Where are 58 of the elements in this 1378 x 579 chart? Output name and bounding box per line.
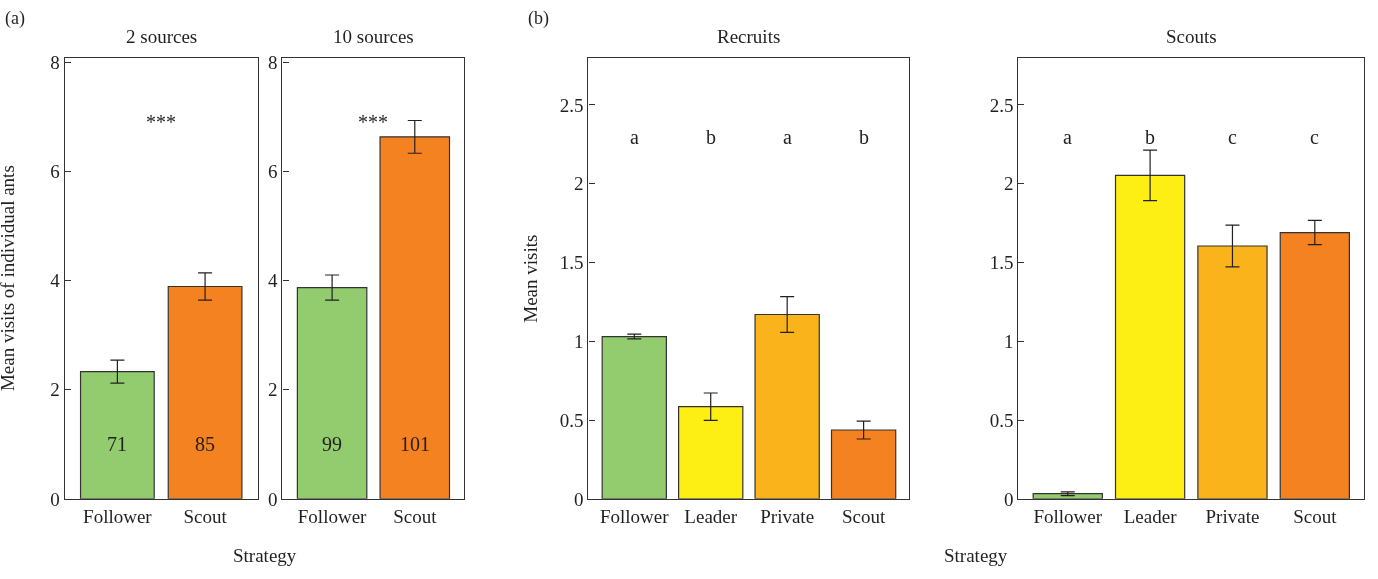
annotation: 101 xyxy=(400,433,430,455)
y-tick-label: 2 xyxy=(268,379,278,401)
x-tick-label: Scout xyxy=(393,505,438,527)
y-tick-label: 0 xyxy=(268,488,278,510)
x-tick-label: Follower xyxy=(1033,505,1103,527)
chart-title: 2 sources xyxy=(126,26,198,47)
annotation: b xyxy=(706,126,716,148)
annotation: b xyxy=(1145,126,1155,148)
y-tick-label: 0.5 xyxy=(559,409,584,431)
y-tick-label: 2 xyxy=(50,379,60,401)
y-tick-label: 1.5 xyxy=(989,252,1014,274)
text: (a) xyxy=(5,8,25,29)
annotation: 85 xyxy=(195,433,215,455)
chart-title: 10 sources xyxy=(333,26,414,47)
y-tick-label: 4 xyxy=(268,270,279,292)
y-tick-label: 2 xyxy=(574,173,584,195)
x-axis-title: Strategy xyxy=(944,545,1008,566)
annotation: a xyxy=(1063,126,1072,148)
x-tick-label: Follower xyxy=(599,505,670,527)
y-tick-label: 8 xyxy=(50,51,60,73)
x-tick-label: Follower xyxy=(297,505,368,527)
y-axis-title: Mean visits xyxy=(520,234,542,323)
y-tick-label: 6 xyxy=(268,160,278,182)
y-tick-label: 0.5 xyxy=(989,409,1014,431)
y-tick-label: 2.5 xyxy=(989,94,1014,116)
x-tick-label: Scout xyxy=(841,505,886,527)
y-tick-label: 2 xyxy=(1003,173,1014,195)
annotation: b xyxy=(859,126,869,148)
annotation: 71 xyxy=(107,433,127,455)
y-tick-label: 1 xyxy=(1003,330,1014,352)
x-tick-label: Private xyxy=(760,505,815,527)
annotation: a xyxy=(630,126,639,148)
y-tick-label: 0 xyxy=(1003,488,1014,510)
annotation: c xyxy=(1228,126,1237,148)
x-tick-label: Private xyxy=(1205,505,1260,527)
x-tick-label: Leader xyxy=(1123,505,1178,527)
y-tick-label: 8 xyxy=(268,51,278,73)
x-axis-title: Strategy xyxy=(233,545,297,566)
annotation: *** xyxy=(146,111,176,133)
y-tick-label: 2.5 xyxy=(559,94,584,116)
x-tick-label: Leader xyxy=(684,505,738,527)
annotation: *** xyxy=(358,111,388,133)
annotation: c xyxy=(1310,126,1319,148)
text: (b) xyxy=(528,8,549,29)
y-tick-label: 1.5 xyxy=(559,252,584,274)
y-axis-title: Mean visits of individual ants xyxy=(0,165,18,392)
y-tick-label: 0 xyxy=(574,488,584,510)
y-tick-label: 1 xyxy=(574,330,584,352)
x-tick-label: Follower xyxy=(83,505,153,527)
y-tick-label: 6 xyxy=(50,160,60,182)
chart-title: Recruits xyxy=(717,26,781,47)
y-tick-label: 4 xyxy=(50,270,61,292)
annotation: a xyxy=(783,126,792,148)
y-tick-label: 0 xyxy=(50,488,60,510)
annotation: 99 xyxy=(322,433,342,455)
x-tick-label: Scout xyxy=(1293,505,1338,527)
x-tick-label: Scout xyxy=(183,505,228,527)
chart-title: Scouts xyxy=(1166,26,1217,47)
